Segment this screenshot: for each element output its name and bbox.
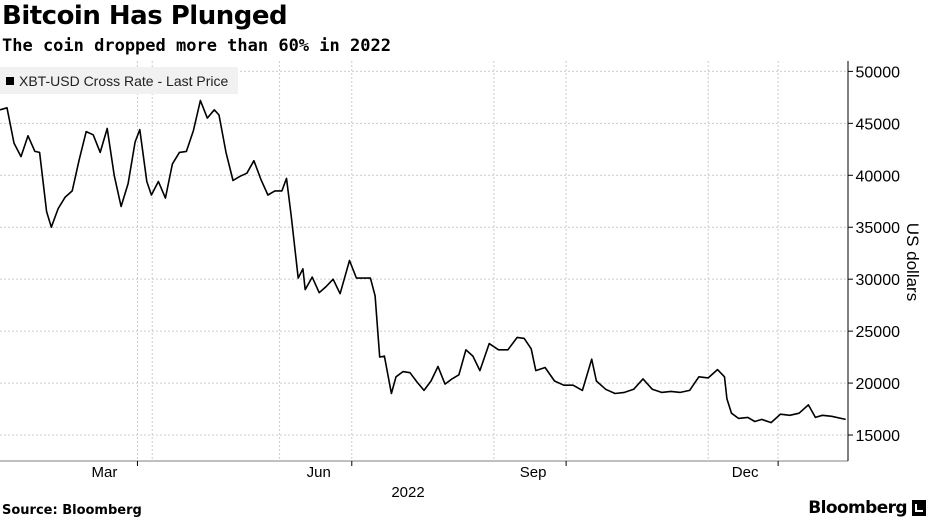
y-tick-label: 45000 bbox=[856, 116, 901, 133]
series-layer bbox=[0, 99, 846, 424]
x-tick-label: Sep bbox=[520, 464, 547, 481]
brand-logo: Bloomberg bbox=[808, 498, 926, 518]
x-tick-label: Dec bbox=[732, 464, 759, 481]
y-tick-label: 25000 bbox=[856, 324, 901, 341]
y-tick-label: 35000 bbox=[856, 220, 901, 237]
legend-label: XBT-USD Cross Rate - Last Price bbox=[19, 72, 229, 89]
y-tick-label: 40000 bbox=[856, 168, 901, 185]
y-tick-label: 50000 bbox=[856, 64, 901, 81]
y-axis-label: US dollars bbox=[903, 223, 922, 301]
source-note: Source: Bloomberg bbox=[2, 503, 142, 518]
x-tick-label: Jun bbox=[307, 464, 331, 481]
x-axis-year-label: 2022 bbox=[391, 484, 424, 501]
x-tick-label: Mar bbox=[92, 464, 118, 481]
chart-subtitle: The coin dropped more than 60% in 2022 bbox=[2, 36, 391, 56]
grid-layer bbox=[0, 61, 848, 461]
legend: XBT-USD Cross Rate - Last Price bbox=[0, 67, 238, 94]
axis-layer: 15000 20000 25000 30000 35000 40000 45000 50000… bbox=[0, 61, 900, 481]
legend-swatch bbox=[6, 76, 14, 85]
y-tick-label: 20000 bbox=[856, 376, 901, 393]
price-series-line bbox=[0, 99, 846, 424]
bloomberg-terminal-icon bbox=[912, 500, 926, 516]
chart-title: Bitcoin Has Plunged bbox=[2, 1, 288, 31]
y-tick-label: 30000 bbox=[856, 272, 901, 289]
y-tick-label: 15000 bbox=[856, 428, 901, 445]
brand-name: Bloomberg bbox=[808, 498, 907, 518]
